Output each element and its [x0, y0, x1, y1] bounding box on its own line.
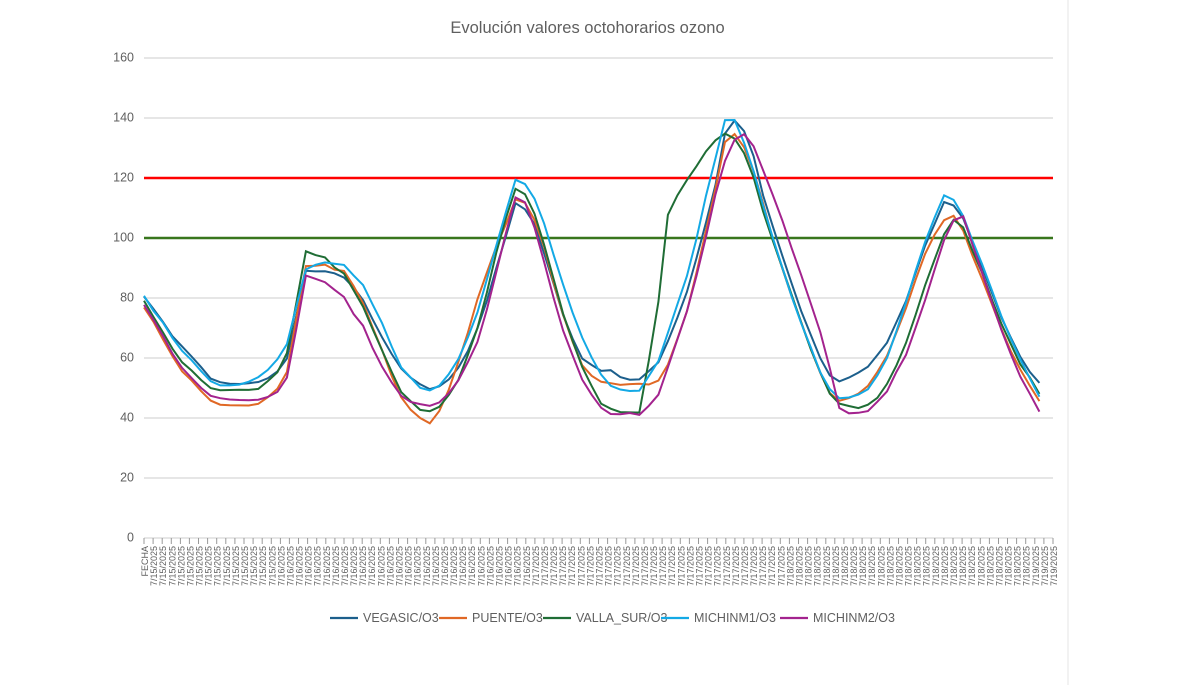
svg-text:100: 100	[113, 231, 134, 245]
svg-text:40: 40	[120, 411, 134, 425]
svg-text:160: 160	[113, 51, 134, 65]
svg-text:140: 140	[113, 111, 134, 125]
svg-text:PUENTE/O3: PUENTE/O3	[472, 611, 543, 625]
svg-text:0: 0	[127, 531, 134, 545]
svg-text:7/19/2025: 7/19/2025	[1049, 546, 1059, 586]
svg-text:60: 60	[120, 351, 134, 365]
svg-text:20: 20	[120, 471, 134, 485]
svg-text:VEGASIC/O3: VEGASIC/O3	[363, 611, 439, 625]
svg-text:MICHINM1/O3: MICHINM1/O3	[694, 611, 776, 625]
svg-text:120: 120	[113, 171, 134, 185]
svg-text:80: 80	[120, 291, 134, 305]
svg-text:VALLA_SUR/O3: VALLA_SUR/O3	[576, 611, 668, 625]
svg-text:MICHINM2/O3: MICHINM2/O3	[813, 611, 895, 625]
